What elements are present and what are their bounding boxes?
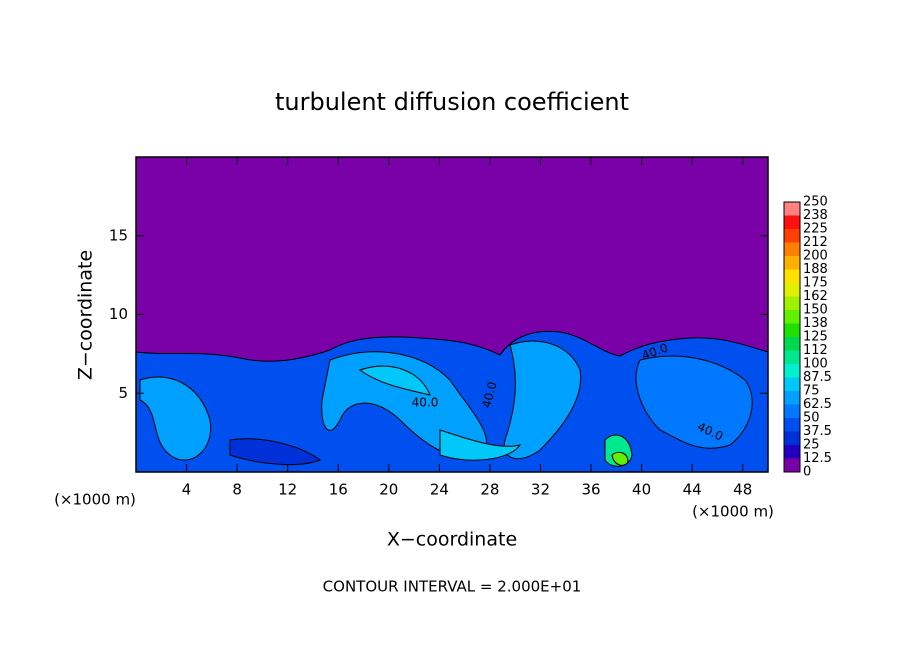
colorbar-band (784, 404, 800, 418)
field: 40.0 40.040.040.0 (135, 157, 769, 473)
contour-label: 40.0 (412, 396, 439, 410)
colorbar-band (784, 377, 800, 391)
chart-title: turbulent diffusion coefficient (275, 88, 629, 116)
x-tick-label: 40 (632, 481, 651, 499)
colorbar-label: 138 (803, 316, 828, 331)
x-tick-label: 4 (182, 481, 192, 499)
colorbar-label: 188 (803, 262, 828, 277)
colorbar-band (784, 283, 800, 297)
x-tick-label: 48 (733, 481, 752, 499)
y-tick-label: 15 (109, 226, 128, 244)
colorbar-label: 175 (803, 276, 828, 291)
field-region (611, 451, 629, 466)
colorbar-band (784, 431, 800, 445)
colorbar-band (784, 418, 800, 432)
x-tick-label: 24 (430, 481, 449, 499)
x-tick-label: 8 (232, 481, 242, 499)
colorbar-frame (783, 201, 801, 473)
colorbar-label: 200 (803, 249, 828, 264)
x-tick-label: 12 (278, 481, 297, 499)
colorbar-band (784, 202, 800, 216)
colorbar-band (784, 215, 800, 229)
contour-interval-note: CONTOUR INTERVAL = 2.000E+01 (323, 578, 582, 596)
colorbar-band (784, 458, 800, 472)
field-region (358, 365, 431, 396)
contour-label: 40.0 (479, 380, 499, 409)
x-tick-label: 28 (480, 481, 499, 499)
colorbar-band (784, 323, 800, 337)
colorbar-band (784, 364, 800, 378)
colorbar-band (784, 445, 800, 459)
colorbar-band (784, 350, 800, 364)
colorbar-label: 0 (803, 465, 811, 480)
colorbar-band (784, 256, 800, 270)
colorbar-band (784, 229, 800, 243)
colorbar-band (784, 391, 800, 405)
colorbar-label: 212 (803, 235, 828, 250)
x-tick-label: 32 (531, 481, 550, 499)
colorbar-band (784, 337, 800, 351)
colorbar-band (784, 242, 800, 256)
field-region (503, 340, 582, 460)
colorbar-band (784, 269, 800, 283)
x-unit: (×1000 m) (692, 503, 774, 521)
colorbar-label: 87.5 (803, 370, 832, 385)
field-region (439, 429, 522, 461)
colorbar-label: 50 (803, 411, 820, 426)
y-axis-label: Z−coordinate (75, 250, 97, 380)
colorbar-label: 75 (803, 384, 820, 399)
colorbar-label: 12.5 (803, 451, 832, 466)
colorbar-label: 62.5 (803, 397, 832, 412)
x-tick-label: 20 (379, 481, 398, 499)
field-region (635, 355, 753, 449)
x-axis-label: X−coordinate (387, 529, 517, 551)
y-tick-label: 5 (118, 384, 128, 402)
colorbar-label: 225 (803, 222, 828, 237)
colorbar-label: 238 (803, 208, 828, 223)
colorbar-label: 37.5 (803, 424, 832, 439)
x-tick-label: 44 (683, 481, 702, 499)
colorbar-label: 150 (803, 303, 828, 318)
x-tick-label: 36 (581, 481, 600, 499)
colorbar-label: 162 (803, 289, 828, 304)
x-unit: (×1000 m) (54, 491, 136, 509)
x-tick-label: 16 (329, 481, 348, 499)
field-region (139, 376, 212, 461)
colorbar-label: 125 (803, 330, 828, 345)
colorbar-label: 100 (803, 357, 828, 372)
field-region (229, 438, 322, 466)
colorbar-band (784, 310, 800, 324)
colorbar-label: 112 (803, 343, 828, 358)
y-tick-label: 10 (109, 305, 128, 323)
colorbar-label: 25 (803, 438, 820, 453)
colorbar-band (784, 296, 800, 310)
colorbar-label: 250 (803, 195, 828, 210)
